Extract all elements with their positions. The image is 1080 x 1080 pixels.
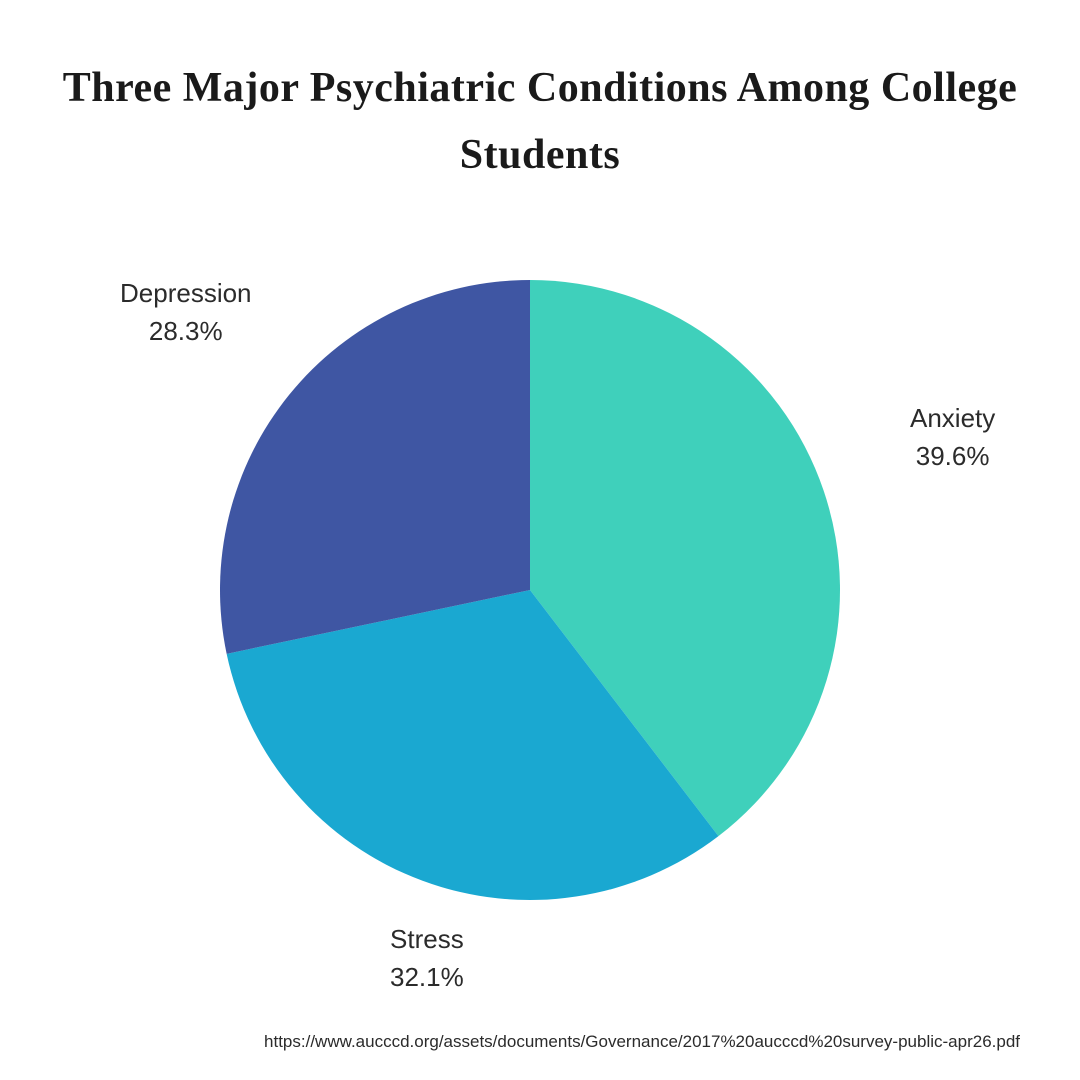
slice-name: Stress [390, 921, 464, 959]
slice-name: Depression [120, 275, 252, 313]
source-citation: https://www.aucccd.org/assets/documents/… [264, 1032, 1020, 1052]
slice-label-depression: Depression 28.3% [120, 275, 252, 350]
chart-container: Three Major Psychiatric Conditions Among… [0, 0, 1080, 1080]
slice-value: 32.1% [390, 959, 464, 997]
chart-title: Three Major Psychiatric Conditions Among… [0, 55, 1080, 189]
pie-slice [220, 280, 530, 654]
pie-chart: Anxiety 39.6% Stress 32.1% Depression 28… [0, 235, 1080, 955]
slice-label-anxiety: Anxiety 39.6% [910, 400, 995, 475]
slice-name: Anxiety [910, 400, 995, 438]
slice-value: 39.6% [910, 438, 995, 476]
slice-label-stress: Stress 32.1% [390, 921, 464, 996]
slice-value: 28.3% [120, 313, 252, 351]
title-line-1: Three Major Psychiatric Conditions Among [63, 65, 870, 111]
